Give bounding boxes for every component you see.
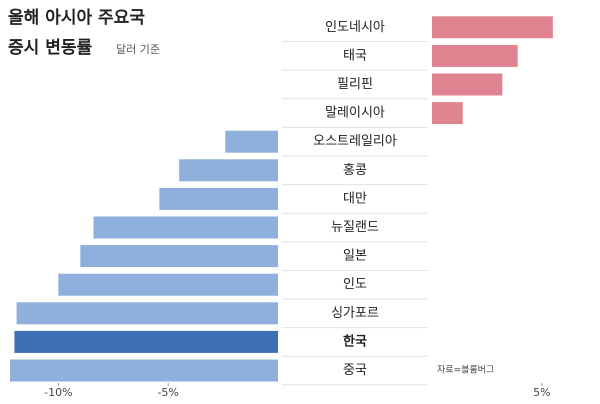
category-label: 인도네시아 [325,20,385,35]
source: 자료=블룸버그 [437,365,494,376]
bar [159,187,278,210]
label-column [280,11,430,383]
bar [14,330,279,353]
bar [432,102,463,125]
bar [179,159,278,182]
bar [16,302,279,325]
bar [225,130,278,153]
category-label: 한국 [343,333,367,349]
category-label: 인도 [343,277,367,292]
subtitle: 달러 기준 [116,43,160,56]
category-label: 필리핀 [337,77,373,92]
category-label: 오스트레일리아 [313,134,397,149]
x-tick-label: 5% [533,386,550,399]
bar [10,359,278,382]
category-label: 대만 [343,191,367,206]
bar [93,216,279,239]
category-label: 중국 [343,363,367,378]
bar [80,245,279,268]
category-label: 태국 [343,48,367,63]
category-label: 홍콩 [343,163,367,178]
category-label: 뉴질랜드 [331,220,379,235]
category-label: 일본 [343,249,367,264]
bar [432,73,503,96]
title-line: 올해 아시아 주요국 [8,8,145,28]
category-label: 말레이시아 [325,106,385,121]
category-label: 싱가포르 [331,306,379,321]
bar [432,16,553,39]
x-tick-label: -10% [44,386,72,399]
bar [58,273,279,296]
x-tick-label: -5% [157,386,178,399]
bar [432,44,518,67]
title-line: 증시 변동률 [8,38,92,58]
